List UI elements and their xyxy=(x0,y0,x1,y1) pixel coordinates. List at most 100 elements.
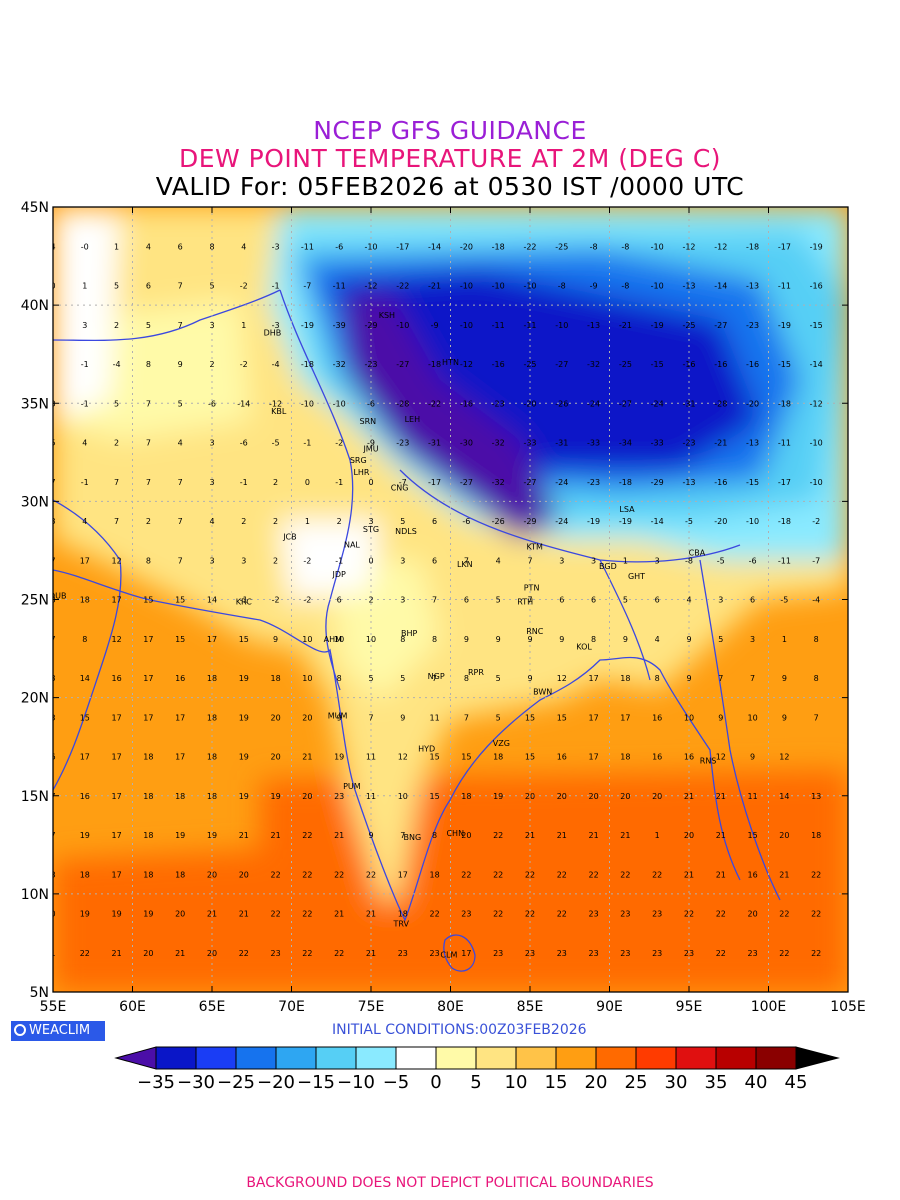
grid-value: -15 xyxy=(810,321,823,330)
city-label: KBL xyxy=(271,407,287,416)
grid-value: 19 xyxy=(271,792,281,801)
grid-value: 17 xyxy=(589,674,599,683)
grid-value: 9 xyxy=(496,635,501,644)
grid-value: 22 xyxy=(302,910,312,919)
lon-label: 105E xyxy=(830,999,866,1015)
grid-value: -1 xyxy=(303,439,311,448)
grid-value: -21 xyxy=(619,321,632,330)
grid-value: 20 xyxy=(748,910,758,919)
grid-value: 22 xyxy=(525,910,535,919)
lat-label: 20N xyxy=(21,691,49,707)
grid-value: 23 xyxy=(589,949,599,958)
grid-value: -32 xyxy=(333,360,346,369)
grid-value: -11 xyxy=(492,321,505,330)
grid-value: 12 xyxy=(112,556,122,565)
colorbar-label: −15 xyxy=(297,1072,335,1093)
grid-value: 21 xyxy=(366,910,376,919)
grid-value: 19 xyxy=(175,831,185,840)
grid-value: 17 xyxy=(80,753,90,762)
grid-value: -6 xyxy=(367,399,375,408)
grid-value: 22 xyxy=(493,831,503,840)
colorbar-segment xyxy=(195,1046,237,1070)
grid-value: 1 xyxy=(655,831,660,840)
grid-value: -26 xyxy=(492,517,505,526)
grid-value: 21 xyxy=(684,792,694,801)
grid-value: -6 xyxy=(208,399,216,408)
logo-text: WEACLIM xyxy=(29,1023,91,1038)
colorbar-segment xyxy=(155,1046,197,1070)
grid-value: -14 xyxy=(237,399,250,408)
grid-value: -5 xyxy=(717,556,725,565)
city-label: GHT xyxy=(628,572,645,581)
grid-value: 7 xyxy=(50,831,55,840)
grid-value: -20 xyxy=(714,517,727,526)
colorbar-segment xyxy=(595,1046,637,1070)
city-label: BWN xyxy=(533,688,552,697)
grid-value: 1 xyxy=(241,321,246,330)
grid-value: 2 xyxy=(273,556,278,565)
grid-value: 18 xyxy=(207,713,217,722)
grid-value: 21 xyxy=(684,870,694,879)
grid-value: 23 xyxy=(493,949,503,958)
grid-value: 7 xyxy=(464,713,469,722)
grid-value: 8 xyxy=(146,556,151,565)
grid-value: 7 xyxy=(400,831,405,840)
grid-value: 1 xyxy=(305,517,310,526)
grid-value: 9 xyxy=(686,635,691,644)
grid-value: -22 xyxy=(396,282,409,291)
grid-value: 20 xyxy=(652,792,662,801)
grid-value: 9 xyxy=(368,831,373,840)
grid-value: -10 xyxy=(810,439,823,448)
colorbar-segment xyxy=(315,1046,357,1070)
city-label: TRV xyxy=(392,919,409,928)
grid-value: -23 xyxy=(364,360,377,369)
grid-value: 3 xyxy=(209,439,214,448)
grid-value: -21 xyxy=(428,282,441,291)
grid-value: 23 xyxy=(461,910,471,919)
grid-value: 19 xyxy=(239,713,249,722)
grid-value: -2 xyxy=(303,596,311,605)
grid-value: 18 xyxy=(461,792,471,801)
grid-value: 7 xyxy=(50,556,55,565)
grid-value: 15 xyxy=(175,635,185,644)
grid-value: 16 xyxy=(652,713,662,722)
grid-value: 17 xyxy=(143,635,153,644)
grid-value: 17 xyxy=(143,674,153,683)
grid-value: 22 xyxy=(557,910,567,919)
colorbar-low-arrow xyxy=(114,1046,157,1070)
grid-value: 6 xyxy=(750,596,755,605)
grid-value: 6 xyxy=(146,282,151,291)
grid-value: 8 xyxy=(146,360,151,369)
grid-value: 18 xyxy=(620,674,630,683)
grid-value: 8 xyxy=(337,674,342,683)
grid-value: 21 xyxy=(716,831,726,840)
colorbar-segment xyxy=(755,1046,797,1070)
grid-value: 7 xyxy=(50,635,55,644)
grid-value: 5 xyxy=(209,282,214,291)
grid-value: -12 xyxy=(714,242,727,251)
city-label: SRG xyxy=(350,456,367,465)
grid-value: 21 xyxy=(716,792,726,801)
city-label: VZG xyxy=(493,739,510,748)
grid-value: 22 xyxy=(80,949,90,958)
grid-value: 0 xyxy=(368,478,373,487)
grid-value: 18 xyxy=(398,910,408,919)
grid-value: -31 xyxy=(428,439,441,448)
grid-value: 17 xyxy=(620,713,630,722)
grid-value: 12 xyxy=(112,635,122,644)
grid-value: -28 xyxy=(714,399,727,408)
grid-value: -10 xyxy=(810,478,823,487)
city-label: NAL xyxy=(344,541,360,550)
grid-value: 17 xyxy=(461,949,471,958)
grid-value: -39 xyxy=(333,321,346,330)
grid-value: 15 xyxy=(525,713,535,722)
city-label: DUB xyxy=(49,592,67,601)
grid-value: -27 xyxy=(523,478,536,487)
grid-value: 21 xyxy=(239,831,249,840)
grid-value: -27 xyxy=(396,360,409,369)
grid-value: -20 xyxy=(523,399,536,408)
colorbar-segment xyxy=(395,1046,437,1070)
grid-value: 5 xyxy=(114,399,119,408)
colorbar-segment xyxy=(355,1046,397,1070)
